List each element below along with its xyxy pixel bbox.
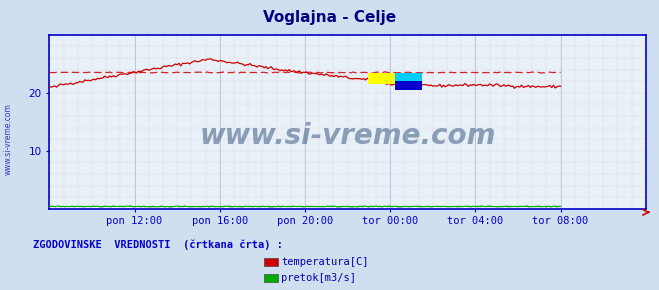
Text: www.si-vreme.com: www.si-vreme.com [200,122,496,150]
Text: Voglajna - Celje: Voglajna - Celje [263,10,396,25]
Bar [395,73,422,84]
Text: www.si-vreme.com: www.si-vreme.com [3,103,13,175]
Text: temperatura[C]: temperatura[C] [281,258,369,267]
Bar [368,73,395,84]
Bar [395,81,422,90]
Text: pretok[m3/s]: pretok[m3/s] [281,273,357,283]
Text: ZGODOVINSKE  VREDNOSTI  (črtkana črta) :: ZGODOVINSKE VREDNOSTI (črtkana črta) : [33,240,283,250]
